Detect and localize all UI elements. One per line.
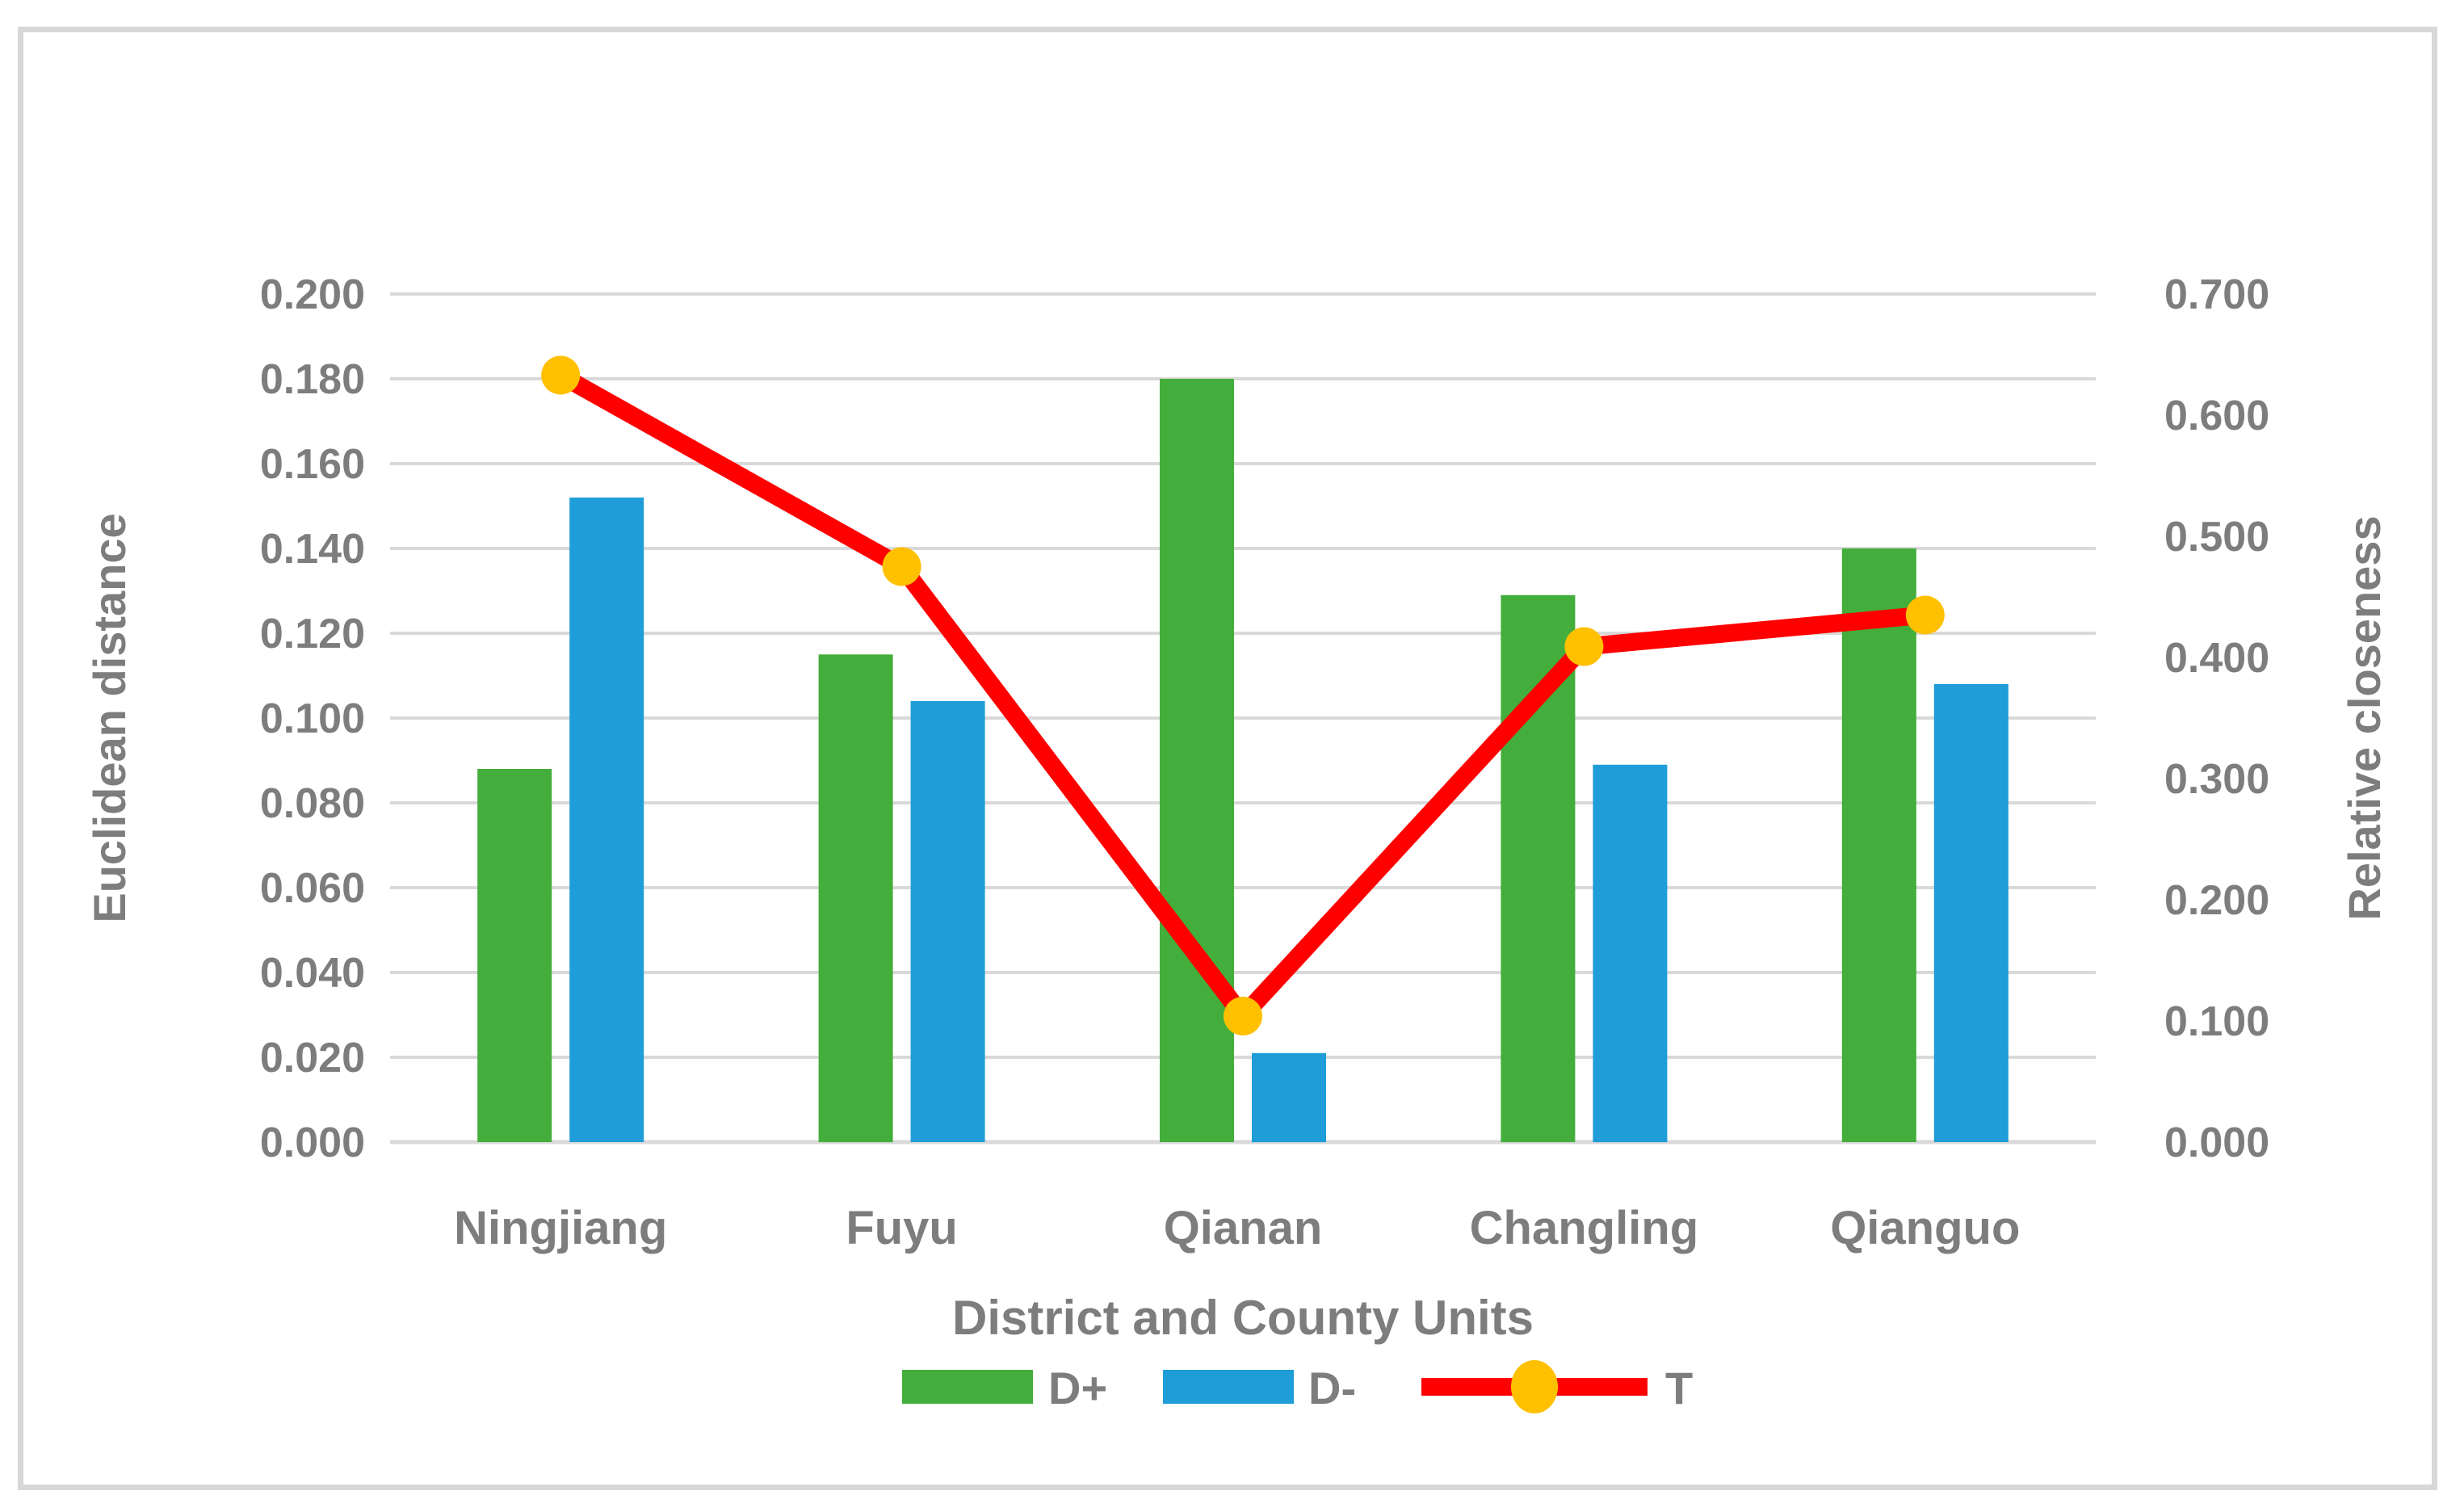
left-axis-tick-label: 0.020 [260, 1035, 365, 1082]
legend-label-t: T [1665, 1363, 1693, 1413]
bar-dminus-fuyu [910, 701, 985, 1142]
t-marker-qianguo [1905, 595, 1945, 635]
left-axis-tick-label: 0.000 [260, 1119, 365, 1166]
left-axis-tick-label: 0.120 [260, 611, 365, 657]
bar-dplus-ningjiang [477, 769, 552, 1142]
line-series-layer [541, 355, 1945, 1035]
left-axis-tick-label: 0.200 [260, 271, 365, 318]
bar-dplus-qianguo [1841, 548, 1916, 1142]
category-label-qianguo: Qianguo [1830, 1202, 2020, 1254]
left-axis-tick-label: 0.080 [260, 780, 365, 827]
legend-marker-t [1511, 1360, 1558, 1413]
category-label-qianan: Qianan [1164, 1202, 1323, 1254]
axis-tick-labels-layer: 0.000 0.020 0.040 0.060 0.080 0.100 0.120 0.140… [260, 271, 2269, 1254]
bar-series-layer [477, 379, 2009, 1143]
t-marker-changling [1564, 627, 1604, 666]
category-label-fuyu: Fuyu [846, 1202, 958, 1254]
bar-dminus-ningjiang [569, 498, 644, 1142]
bar-dminus-changling [1593, 764, 1668, 1143]
legend: D+ D- T [902, 1360, 1693, 1413]
left-axis-tick-label: 0.180 [260, 356, 365, 403]
t-marker-fuyu [882, 547, 921, 586]
bar-dplus-qianan [1160, 379, 1234, 1142]
right-axis-tick-label: 0.500 [2164, 514, 2269, 561]
legend-label-d-plus: D+ [1048, 1363, 1107, 1413]
category-label-ningjiang: Ningjiang [454, 1202, 667, 1254]
right-axis-tick-label: 0.700 [2164, 271, 2269, 318]
t-line [556, 367, 1926, 1025]
t-marker-qianan [1224, 997, 1262, 1035]
x-axis-title: District and County Units [952, 1291, 1534, 1345]
bar-dplus-fuyu [818, 654, 893, 1143]
t-marker-ningjiang [541, 355, 581, 395]
bar-dminus-qianan [1252, 1052, 1326, 1143]
right-axis-title: Relative closeness [2339, 515, 2390, 920]
left-axis-tick-label: 0.140 [260, 526, 365, 573]
legend-label-d-minus: D- [1308, 1363, 1356, 1413]
right-axis-tick-label: 0.600 [2164, 393, 2269, 439]
right-axis-tick-label: 0.100 [2164, 998, 2269, 1045]
right-axis-tick-label: 0.000 [2164, 1119, 2269, 1166]
left-axis-tick-label: 0.040 [260, 950, 365, 997]
legend-swatch-d-minus [1163, 1370, 1294, 1404]
legend-swatch-d-plus [902, 1370, 1033, 1404]
right-axis-tick-label: 0.400 [2164, 635, 2269, 682]
left-axis-title: Euclidean distance [84, 513, 135, 922]
right-axis-tick-label: 0.200 [2164, 877, 2269, 924]
right-axis-tick-label: 0.300 [2164, 756, 2269, 803]
left-axis-tick-label: 0.160 [260, 441, 365, 488]
left-axis-tick-label: 0.060 [260, 865, 365, 912]
left-axis-tick-label: 0.100 [260, 695, 365, 742]
category-label-changling: Changling [1470, 1202, 1699, 1254]
bar-dminus-qianguo [1933, 684, 2009, 1142]
